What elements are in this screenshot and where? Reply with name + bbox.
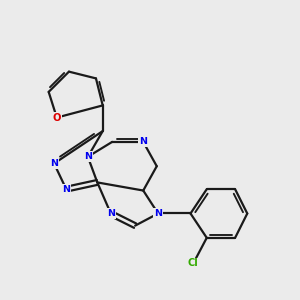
Text: N: N xyxy=(154,209,162,218)
Text: N: N xyxy=(107,209,115,218)
Text: N: N xyxy=(62,185,70,194)
Text: N: N xyxy=(84,152,92,161)
Text: N: N xyxy=(139,137,147,146)
Text: N: N xyxy=(50,159,58,168)
Text: O: O xyxy=(52,112,61,123)
Text: Cl: Cl xyxy=(188,259,199,269)
